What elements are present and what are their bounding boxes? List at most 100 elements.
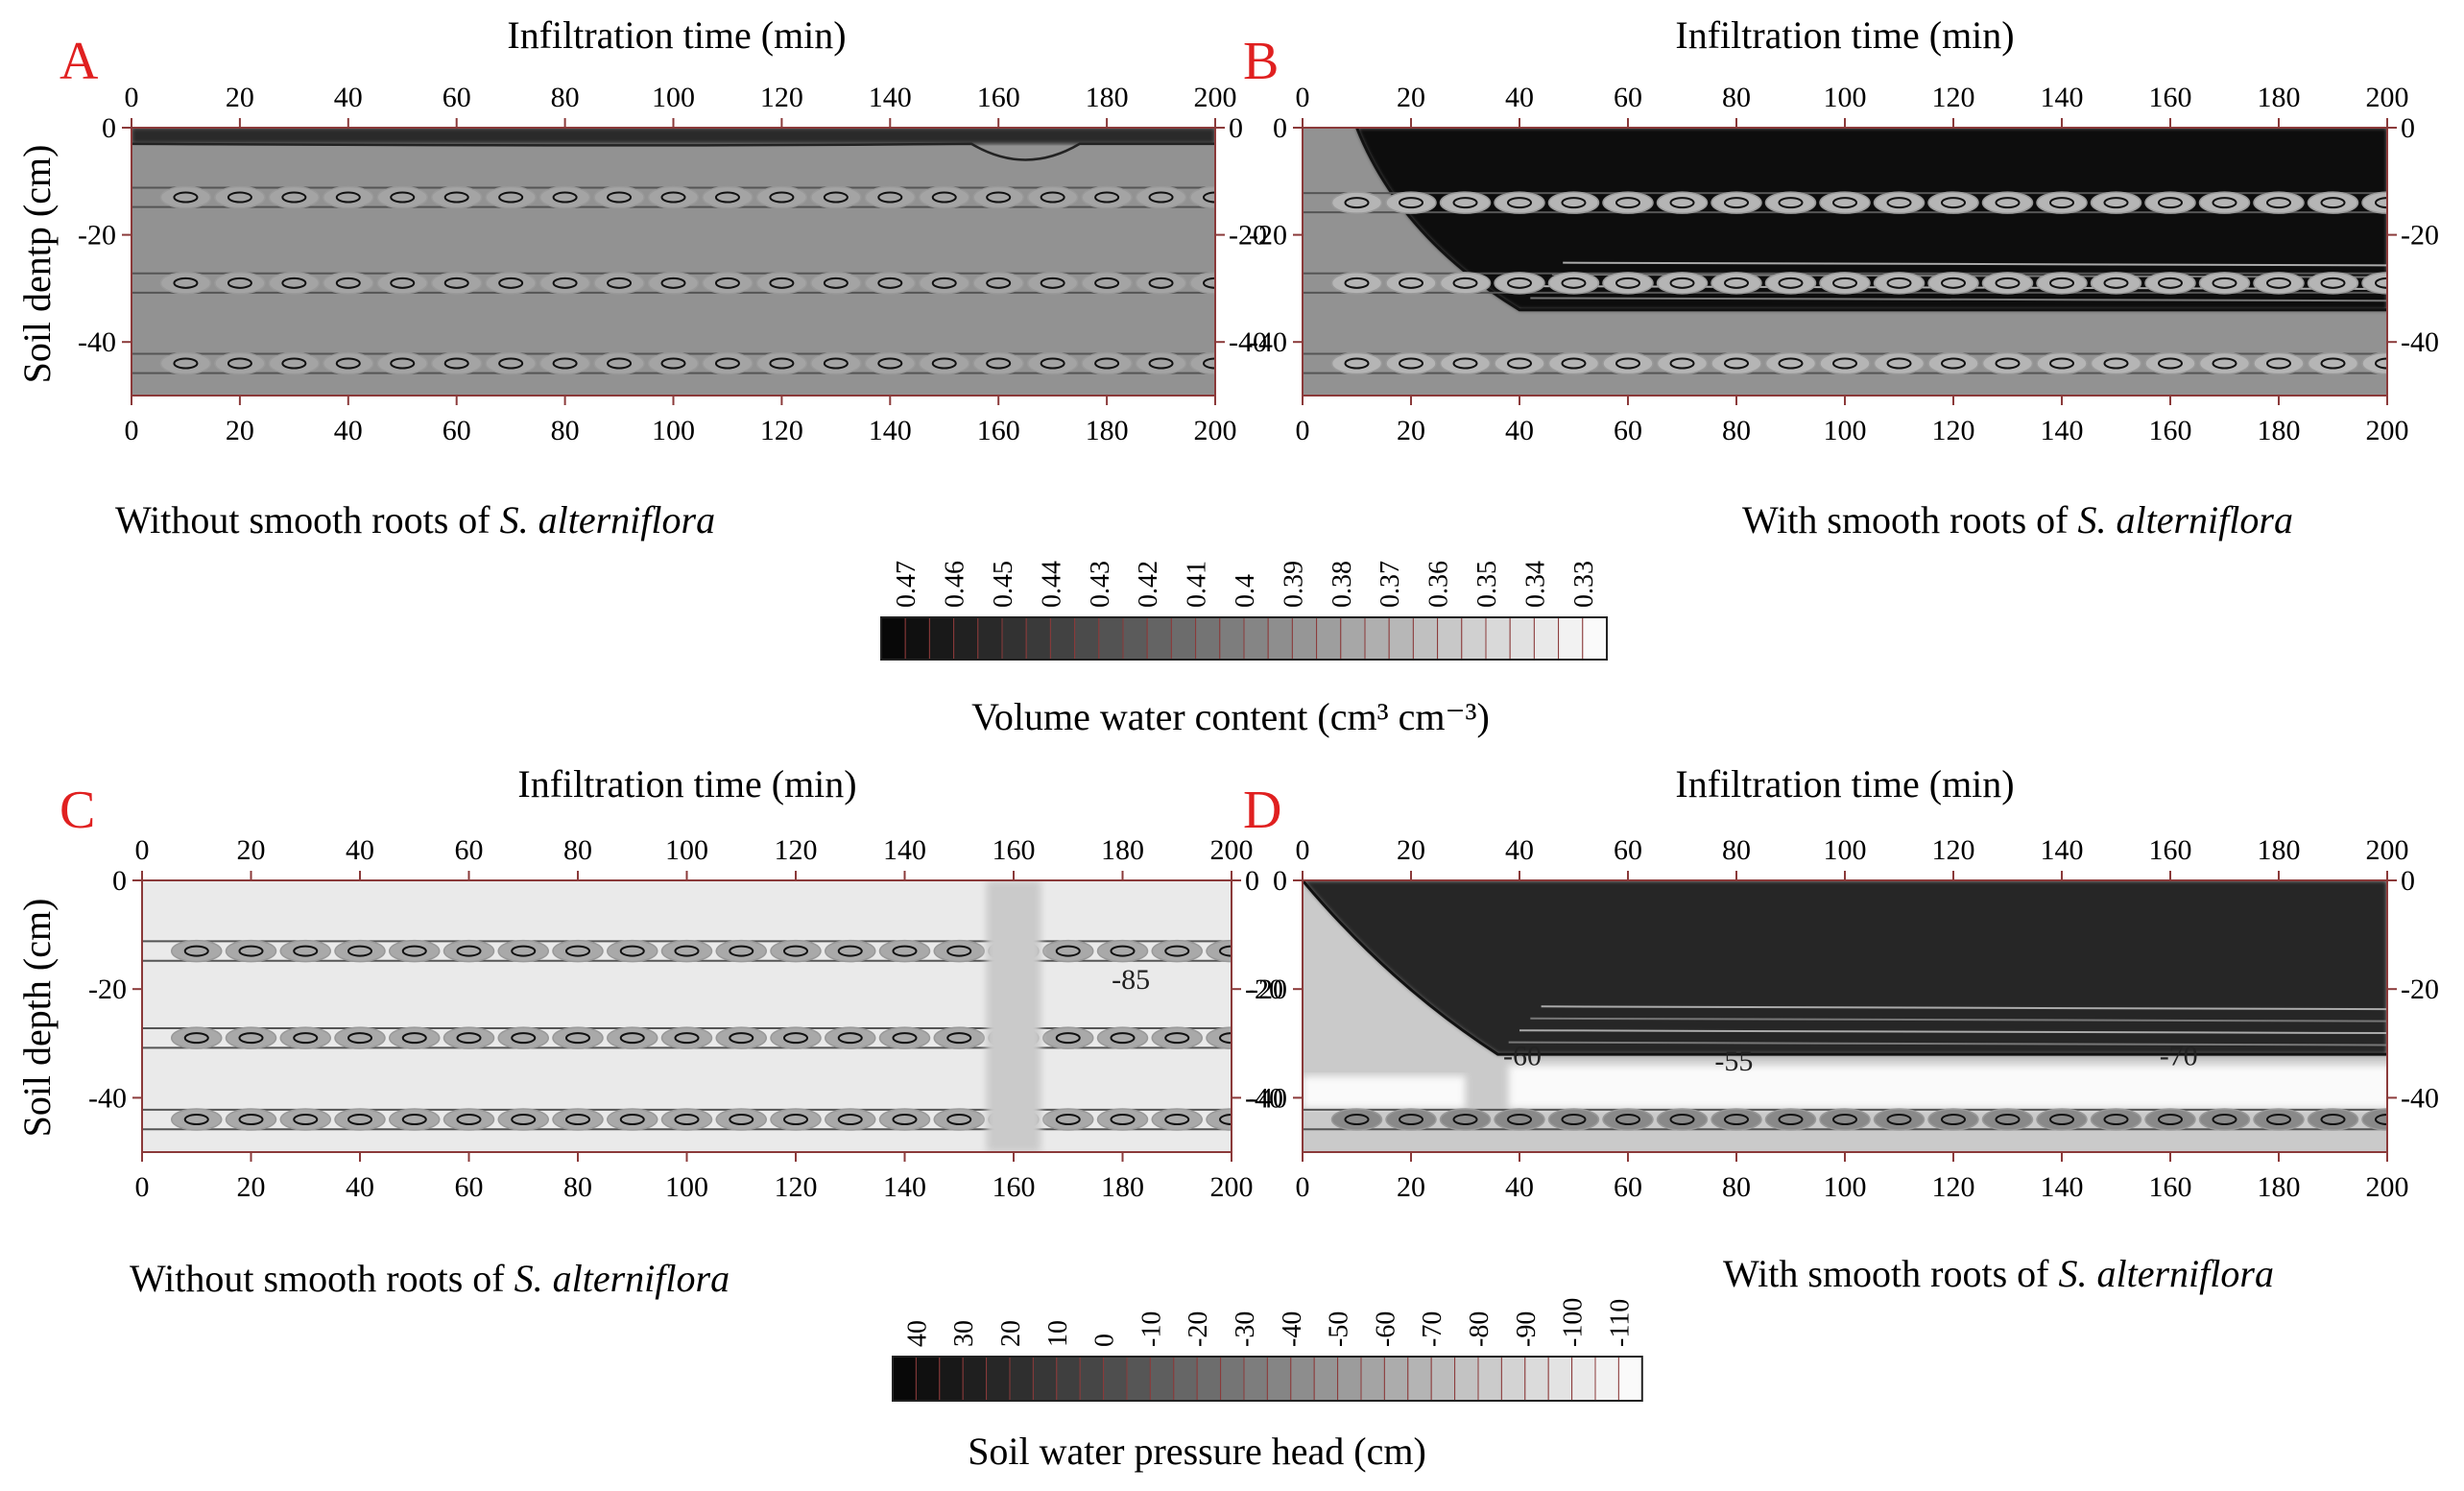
contour-oval xyxy=(810,272,862,295)
contour-oval xyxy=(238,1114,264,1126)
contour-oval xyxy=(647,351,700,375)
contour-oval xyxy=(171,939,223,963)
colorbar-cell xyxy=(1146,616,1172,661)
contour-oval xyxy=(729,1032,754,1045)
contour-oval xyxy=(334,1108,386,1131)
colorbar-frame xyxy=(892,1356,1643,1402)
x-tick-label-bottom: 140 xyxy=(2041,415,2084,446)
contour-oval xyxy=(268,272,321,295)
colorbar-cell xyxy=(1009,1356,1034,1402)
contour-oval xyxy=(173,357,199,370)
contour-oval xyxy=(2212,197,2237,209)
colorbar-cell xyxy=(1173,1356,1198,1402)
contour-oval xyxy=(347,1032,372,1045)
panel-b: B Infiltration time (min) 00202040406060… xyxy=(1243,13,2439,541)
contour-oval xyxy=(931,277,957,289)
contour-oval xyxy=(946,945,972,957)
colorbar-tick-label: 0.41 xyxy=(1183,561,1212,608)
colorbar-tick-label: 0.44 xyxy=(1037,561,1066,608)
panel-d: D Infiltration time (min) 00202040406060… xyxy=(1243,762,2439,1295)
colorbar-cell xyxy=(1313,1356,1339,1402)
contour-oval xyxy=(401,1032,427,1045)
colorbar-cell xyxy=(1437,616,1463,661)
x-tick-label-top: 140 xyxy=(883,834,926,866)
contour-oval xyxy=(714,357,740,370)
x-tick-label-bottom: 160 xyxy=(977,415,1020,446)
contour-oval xyxy=(660,939,713,963)
colorbar-cell xyxy=(1001,616,1027,661)
contour-oval xyxy=(1439,351,1492,375)
contour-oval xyxy=(1439,272,1492,295)
caption-b: With smooth roots of S. alterniflora xyxy=(1742,498,2293,541)
contour-oval xyxy=(823,191,849,204)
contour-line xyxy=(1530,1017,2387,1022)
contour-oval xyxy=(715,1108,767,1131)
contour-oval xyxy=(552,277,578,289)
colorbar-water-content-title: Volume water content (cm³ cm⁻³) xyxy=(971,695,1490,738)
contour-oval xyxy=(837,1032,863,1045)
contour-oval xyxy=(1995,1114,2021,1126)
contour-oval xyxy=(335,277,361,289)
contour-oval xyxy=(783,1032,808,1045)
colorbar-tick-label: 0.36 xyxy=(1424,561,1454,608)
contour-oval xyxy=(2090,272,2142,295)
colorbar-cell xyxy=(1547,1356,1573,1402)
contour-line xyxy=(1541,1005,2387,1011)
contour-oval xyxy=(1081,272,1133,295)
contour-oval xyxy=(607,277,633,289)
contour-oval xyxy=(619,1032,645,1045)
y-tick-label-left: -40 xyxy=(88,1082,127,1114)
contour-oval xyxy=(390,357,416,370)
contour-oval xyxy=(443,357,469,370)
contour-oval xyxy=(1399,357,1423,370)
colorbar-cell xyxy=(939,1356,964,1402)
contour-oval xyxy=(1656,351,1709,375)
contour-oval xyxy=(755,185,808,209)
caption-a: Without smooth roots of S. alterniflora xyxy=(115,498,715,541)
contour-oval xyxy=(607,939,658,963)
colorbar-tick-label: -90 xyxy=(1512,1311,1542,1347)
contour-oval xyxy=(2320,197,2346,209)
contour-oval xyxy=(2049,1114,2074,1126)
contour-oval xyxy=(268,185,321,209)
contour-oval xyxy=(1219,945,1232,957)
contour-oval xyxy=(323,351,374,375)
top-axis-title-c: Infiltration time (min) xyxy=(517,762,856,806)
colorbar-cell xyxy=(1219,616,1245,661)
y-tick-label-left: -40 xyxy=(1249,326,1287,358)
contour-oval xyxy=(1439,191,1492,214)
contour-oval xyxy=(607,1108,658,1131)
contour-oval xyxy=(538,185,591,209)
x-tick-label-bottom: 20 xyxy=(237,1171,266,1203)
contour-oval xyxy=(376,272,428,295)
contour-oval xyxy=(878,1026,931,1049)
contour-oval xyxy=(268,351,321,375)
colorbar-cell xyxy=(977,616,1003,661)
contour-oval xyxy=(1081,351,1133,375)
contour-oval xyxy=(919,185,970,209)
contour-oval xyxy=(714,191,740,204)
contour-oval xyxy=(1330,272,1383,295)
panel-a: A Infiltration time (min) Soil dentp (cm… xyxy=(15,13,1267,541)
x-tick-label-bottom: 160 xyxy=(2149,415,2192,446)
contour-oval xyxy=(2158,1114,2183,1126)
contour-oval xyxy=(1832,1114,1857,1126)
contour-oval xyxy=(1561,1114,1587,1126)
contour-oval xyxy=(376,351,428,375)
x-tick-label-bottom: 140 xyxy=(869,415,912,446)
colorbar-tick-label: -80 xyxy=(1465,1311,1495,1347)
contour-oval xyxy=(225,1026,277,1049)
contour-oval xyxy=(1096,1108,1149,1131)
contour-oval xyxy=(986,277,1012,289)
contour-oval xyxy=(674,945,700,957)
contour-oval xyxy=(1819,272,1871,295)
contour-value-label: -85 xyxy=(1112,964,1150,996)
contour-oval xyxy=(238,945,264,957)
contour-oval xyxy=(279,939,331,963)
colorbar-cell xyxy=(915,1356,941,1402)
contour-oval xyxy=(281,357,307,370)
top-axis-title-a: Infiltration time (min) xyxy=(507,13,846,57)
panel-label-b: B xyxy=(1243,32,1279,91)
y-tick-label-right: 0 xyxy=(1229,112,1243,144)
contour-oval xyxy=(1941,277,1966,289)
